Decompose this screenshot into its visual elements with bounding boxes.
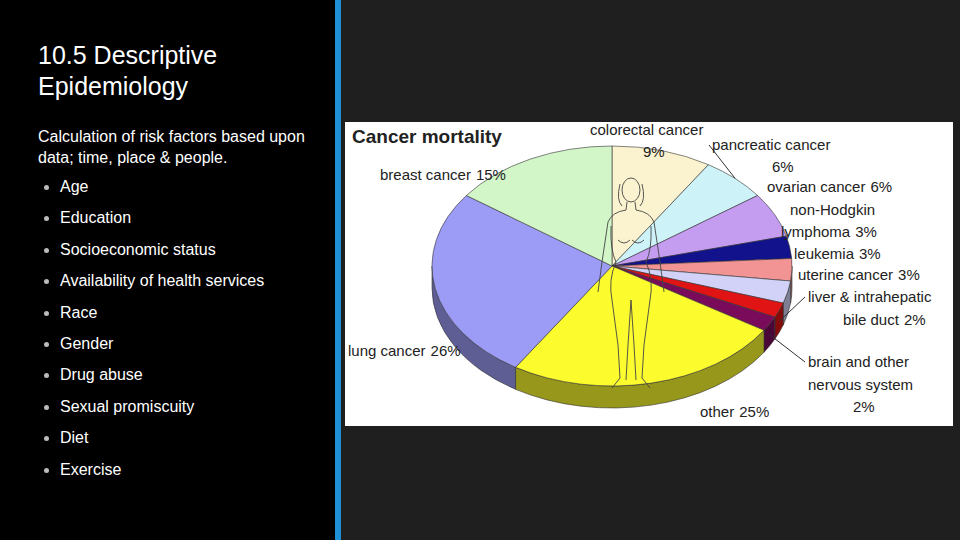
data-label: nervous system	[808, 376, 913, 393]
data-label: liver & intrahepatic	[808, 288, 932, 305]
label-category: non-Hodgkin	[790, 201, 875, 218]
data-label: 6%	[772, 158, 794, 175]
bullet-text: Availability of health services	[60, 272, 264, 289]
data-label: 9%	[643, 143, 665, 160]
bullet-text: Education	[60, 209, 131, 226]
chart-background	[345, 122, 953, 426]
label-category: nervous system	[808, 376, 913, 393]
figure-arms	[598, 202, 664, 292]
label-value: 6%	[772, 158, 794, 175]
bullet-dot	[44, 436, 49, 441]
data-label: leukemia3%	[794, 245, 881, 262]
label-category: lymphoma	[781, 223, 851, 240]
bullet-text: Gender	[60, 335, 113, 352]
pie-slice	[466, 146, 612, 266]
label-value: 2%	[904, 311, 926, 328]
label-category: pancreatic cancer	[712, 136, 830, 153]
label-value: 6%	[870, 178, 892, 195]
data-label: breast cancer 15%	[380, 166, 506, 183]
label-category: lung cancer	[348, 342, 426, 359]
bullet-dot	[44, 342, 49, 347]
data-label: colorectal cancer	[590, 121, 703, 138]
bullet: Age	[44, 176, 264, 207]
bullet-dot	[44, 185, 49, 190]
data-label: 2%	[853, 398, 875, 415]
data-label: lymphoma3%	[781, 223, 877, 240]
figure-details	[618, 240, 644, 380]
label-category: colorectal cancer	[590, 121, 703, 138]
bullet: Gender	[44, 333, 264, 364]
chart-title: Cancer mortality	[352, 126, 502, 147]
label-value: 3%	[859, 245, 881, 262]
figure-outline	[598, 178, 664, 388]
bullet-text: Race	[60, 304, 97, 321]
bullet-dot	[44, 248, 49, 253]
bullet-text: Drug abuse	[60, 366, 143, 383]
data-label: bile duct2%	[843, 311, 926, 328]
data-label: lung cancer 26%	[348, 342, 461, 359]
bullet-text: Sexual promiscuity	[60, 398, 194, 415]
data-labels: colorectal cancer9%pancreatic cancer6%ov…	[348, 121, 932, 420]
label-category: breast cancer	[380, 166, 471, 183]
label-category: ovarian cancer	[767, 178, 865, 195]
bullet-dot	[44, 405, 49, 410]
label-value: 15%	[476, 166, 506, 183]
accent-bar	[335, 0, 341, 540]
bullet-text: Exercise	[60, 461, 121, 478]
leader-line	[770, 335, 805, 362]
label-value: 3%	[898, 266, 920, 283]
bullet: Diet	[44, 427, 264, 458]
bullet-text: Diet	[60, 429, 88, 446]
label-value: 25%	[739, 403, 769, 420]
pie-slices	[432, 146, 792, 386]
chart: Cancer mortality colorectal cancer 9% pancr…	[0, 0, 960, 540]
bullet-text: Age	[60, 178, 88, 195]
bullet: Exercise	[44, 459, 264, 490]
label-value: 26%	[431, 342, 461, 359]
bullet-dot	[44, 279, 49, 284]
bullet: Race	[44, 302, 264, 333]
figure-head	[622, 178, 640, 202]
data-label: pancreatic cancer	[712, 136, 830, 153]
label-category: liver & intrahepatic	[808, 288, 932, 305]
bullet: Availability of health services	[44, 270, 264, 301]
bullet-dot	[44, 468, 49, 473]
leader-line	[779, 297, 805, 321]
data-label: other 25%	[700, 403, 769, 420]
label-value: 9%	[643, 143, 665, 160]
bullet-dot	[44, 216, 49, 221]
data-label: brain and other	[808, 353, 909, 370]
data-label: non-Hodgkin	[790, 201, 875, 218]
bullet-list: Age Education Socioeconomic status Availabi…	[44, 176, 264, 490]
label-category: brain and other	[808, 353, 909, 370]
label-category: leukemia	[794, 245, 855, 262]
figure-hair	[618, 184, 643, 206]
bullet-dot	[44, 311, 49, 316]
data-label: ovarian cancer 6%	[767, 178, 892, 195]
slide-subtitle: Calculation of risk factors based upon d…	[38, 126, 308, 168]
bullet-text: Socioeconomic status	[60, 241, 216, 258]
label-category: uterine cancer	[798, 266, 893, 283]
bullet: Sexual promiscuity	[44, 396, 264, 427]
label-category: bile duct	[843, 311, 900, 328]
label-value: 2%	[853, 398, 875, 415]
label-category: other	[700, 403, 734, 420]
figure-body	[611, 226, 652, 388]
slide-title: 10.5 Descriptive Epidemiology	[38, 40, 268, 102]
bullet: Education	[44, 207, 264, 238]
bullet-dot	[44, 373, 49, 378]
label-value: 3%	[855, 223, 877, 240]
data-label: uterine cancer 3%	[798, 266, 920, 283]
bullet: Drug abuse	[44, 364, 264, 395]
bullet: Socioeconomic status	[44, 239, 264, 270]
